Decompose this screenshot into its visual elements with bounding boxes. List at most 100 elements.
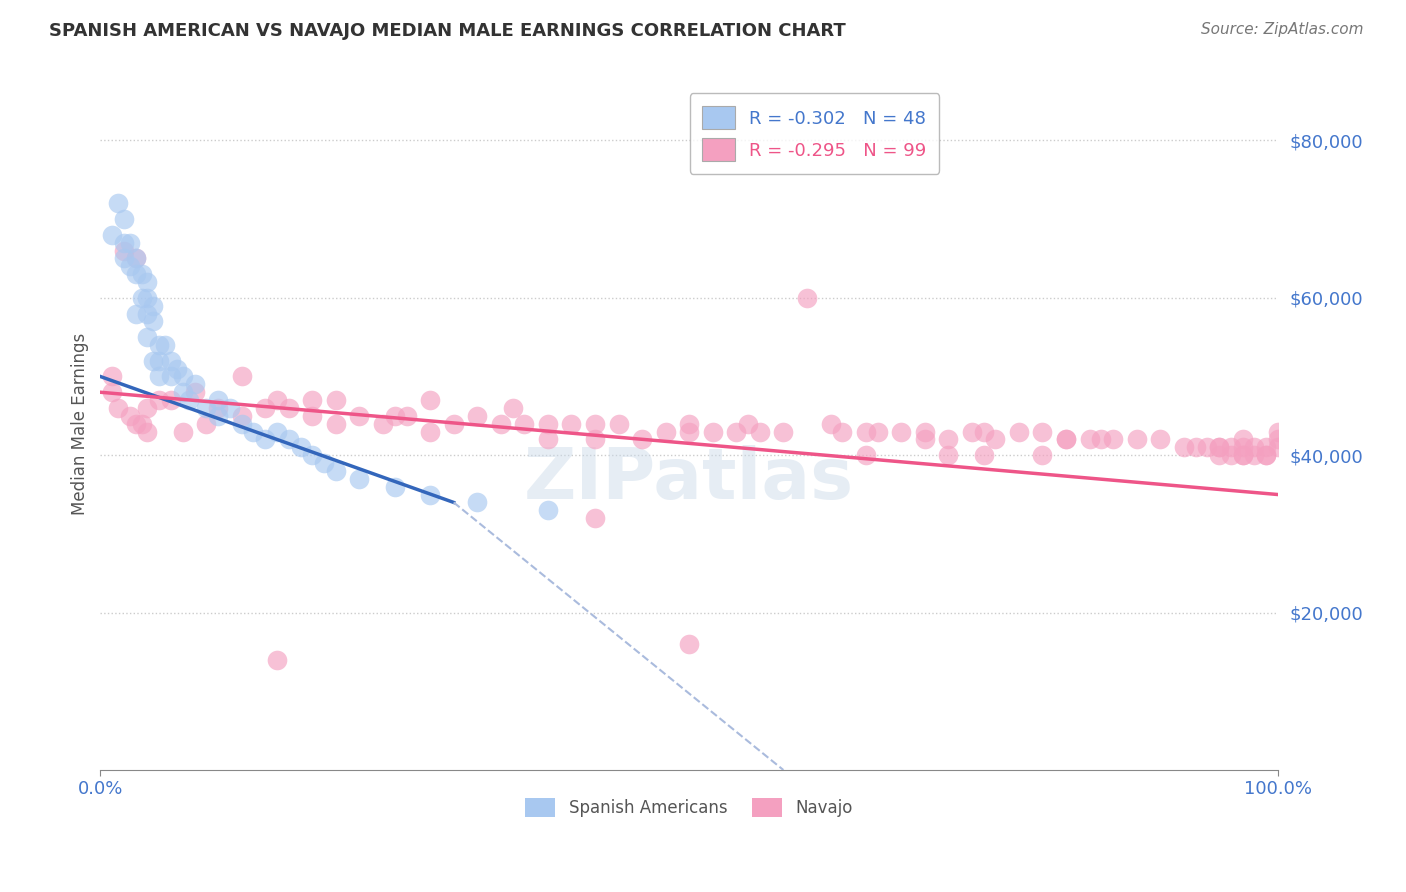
Point [973, 448, 995, 462]
Point [737, 417, 759, 431]
Point [207, 393, 229, 408]
Point [796, 291, 818, 305]
Point [936, 433, 959, 447]
Point [148, 369, 170, 384]
Point [325, 464, 347, 478]
Point [890, 425, 912, 439]
Point [537, 417, 560, 431]
Point [148, 353, 170, 368]
Point [136, 401, 159, 415]
Point [1232, 433, 1254, 447]
Point [172, 369, 194, 384]
Point [301, 448, 323, 462]
Point [101, 385, 124, 400]
Point [136, 307, 159, 321]
Point [183, 385, 205, 400]
Point [160, 393, 183, 408]
Point [1208, 448, 1230, 462]
Point [177, 393, 200, 408]
Point [772, 425, 794, 439]
Point [183, 377, 205, 392]
Point [254, 433, 277, 447]
Point [107, 196, 129, 211]
Point [136, 425, 159, 439]
Point [142, 353, 165, 368]
Point [1208, 440, 1230, 454]
Point [125, 252, 148, 266]
Point [419, 487, 441, 501]
Point [131, 291, 153, 305]
Point [1054, 433, 1077, 447]
Point [560, 417, 582, 431]
Point [1208, 440, 1230, 454]
Point [583, 417, 606, 431]
Point [118, 260, 141, 274]
Point [112, 212, 135, 227]
Point [1256, 448, 1278, 462]
Point [266, 393, 288, 408]
Point [855, 448, 877, 462]
Point [1031, 425, 1053, 439]
Point [242, 425, 264, 439]
Point [1243, 448, 1265, 462]
Point [142, 299, 165, 313]
Point [465, 409, 488, 423]
Point [266, 425, 288, 439]
Point [266, 653, 288, 667]
Point [1267, 425, 1289, 439]
Point [1232, 440, 1254, 454]
Point [136, 291, 159, 305]
Text: Source: ZipAtlas.com: Source: ZipAtlas.com [1201, 22, 1364, 37]
Point [702, 425, 724, 439]
Point [1031, 448, 1053, 462]
Point [419, 425, 441, 439]
Point [489, 417, 512, 431]
Point [160, 353, 183, 368]
Point [148, 393, 170, 408]
Text: ZIPatlas: ZIPatlas [524, 444, 855, 514]
Point [1197, 440, 1219, 454]
Point [513, 417, 536, 431]
Point [125, 252, 148, 266]
Point [465, 495, 488, 509]
Point [277, 401, 299, 415]
Point [395, 409, 418, 423]
Point [1149, 433, 1171, 447]
Point [118, 235, 141, 250]
Point [1184, 440, 1206, 454]
Point [1256, 440, 1278, 454]
Point [160, 369, 183, 384]
Point [654, 425, 676, 439]
Point [112, 244, 135, 258]
Point [1232, 448, 1254, 462]
Point [384, 409, 406, 423]
Point [219, 401, 242, 415]
Point [748, 425, 770, 439]
Point [371, 417, 394, 431]
Point [678, 425, 700, 439]
Point [301, 393, 323, 408]
Point [537, 503, 560, 517]
Point [1219, 448, 1241, 462]
Point [1219, 440, 1241, 454]
Point [101, 227, 124, 242]
Point [142, 314, 165, 328]
Point [1078, 433, 1101, 447]
Point [678, 417, 700, 431]
Point [1090, 433, 1112, 447]
Point [820, 417, 842, 431]
Point [325, 417, 347, 431]
Point [1256, 448, 1278, 462]
Point [537, 433, 560, 447]
Point [112, 235, 135, 250]
Point [349, 409, 371, 423]
Point [502, 401, 524, 415]
Point [349, 472, 371, 486]
Point [131, 417, 153, 431]
Point [125, 307, 148, 321]
Point [101, 369, 124, 384]
Point [973, 425, 995, 439]
Point [231, 417, 253, 431]
Point [1054, 433, 1077, 447]
Point [125, 267, 148, 281]
